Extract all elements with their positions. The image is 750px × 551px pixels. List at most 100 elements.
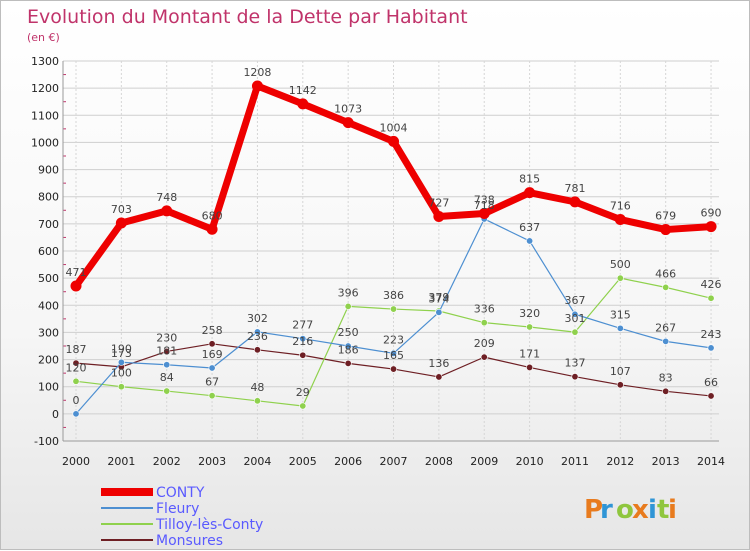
x-tick-label: 2003	[198, 455, 226, 468]
data-label-tilloy-l-s-conty: 301	[564, 312, 585, 325]
data-label-conty: 1004	[380, 121, 408, 134]
logo-letter: i	[668, 495, 677, 525]
data-point-monsures	[526, 363, 534, 371]
data-point-tilloy-l-s-conty	[526, 323, 534, 331]
y-tick-label: 300	[38, 326, 59, 339]
data-label-fleury: 181	[156, 345, 177, 358]
data-point-conty	[161, 205, 173, 217]
data-point-tilloy-l-s-conty	[299, 402, 307, 410]
chart-subtitle: (en €)	[27, 31, 60, 44]
data-label-fleury: 250	[338, 326, 359, 339]
data-point-conty	[206, 223, 218, 235]
logo-letter: i	[648, 495, 657, 525]
data-point-conty	[115, 217, 127, 229]
data-point-conty	[342, 117, 354, 129]
x-tick-label: 2006	[334, 455, 362, 468]
x-tick-label: 2005	[289, 455, 317, 468]
y-tick-label: 1000	[31, 136, 59, 149]
logo-letter: r	[600, 495, 613, 525]
data-label-conty: 815	[519, 173, 540, 186]
data-point-conty	[569, 196, 581, 208]
y-tick-label: 0	[52, 408, 59, 421]
x-tick-label: 2007	[380, 455, 408, 468]
logo-letter: t	[657, 495, 669, 525]
data-point-fleury	[299, 335, 307, 343]
data-label-fleury: 0	[73, 394, 80, 407]
data-point-conty	[478, 208, 490, 220]
data-label-tilloy-l-s-conty: 120	[66, 361, 87, 374]
data-point-conty	[660, 224, 672, 236]
data-label-fleury: 367	[564, 294, 585, 307]
data-label-monsures: 230	[156, 331, 177, 344]
data-point-fleury	[208, 364, 216, 372]
x-tick-label: 2001	[107, 455, 135, 468]
x-tick-label: 2011	[561, 455, 589, 468]
data-label-fleury: 315	[610, 308, 631, 321]
data-point-fleury	[662, 337, 670, 345]
data-label-tilloy-l-s-conty: 67	[205, 376, 219, 389]
y-tick-label: 1300	[31, 55, 59, 68]
data-point-conty	[524, 187, 536, 199]
x-tick-label: 2014	[697, 455, 725, 468]
data-point-fleury	[253, 328, 261, 336]
data-label-fleury: 718	[474, 199, 495, 212]
x-tick-label: 2009	[470, 455, 498, 468]
data-label-conty: 1073	[334, 103, 362, 116]
data-label-conty: 1142	[289, 84, 317, 97]
data-point-monsures	[707, 392, 715, 400]
data-label-monsures: 136	[428, 357, 449, 370]
data-point-fleury	[526, 237, 534, 245]
y-tick-label: 100	[38, 381, 59, 394]
x-tick-label: 2012	[606, 455, 634, 468]
data-label-conty: 727	[428, 197, 449, 210]
data-label-monsures: 187	[66, 343, 87, 356]
data-label-tilloy-l-s-conty: 320	[519, 307, 540, 320]
data-label-fleury: 374	[428, 292, 449, 305]
y-tick-label: 200	[38, 354, 59, 367]
data-label-fleury: 223	[383, 333, 404, 346]
data-point-monsures	[616, 381, 624, 389]
data-label-tilloy-l-s-conty: 29	[296, 386, 310, 399]
data-point-conty	[614, 214, 626, 226]
data-label-tilloy-l-s-conty: 379	[428, 291, 449, 304]
data-label-fleury: 267	[655, 321, 676, 334]
x-tick-label: 2000	[62, 455, 90, 468]
x-tick-label: 2004	[243, 455, 271, 468]
proxiti-logo: Pr ox i ti	[584, 495, 677, 525]
logo-letter: x	[632, 495, 649, 525]
data-point-fleury	[117, 358, 125, 366]
data-label-conty: 716	[610, 200, 631, 213]
data-point-tilloy-l-s-conty	[707, 294, 715, 302]
y-tick-label: -100	[34, 435, 59, 448]
x-tick-label: 2002	[153, 455, 181, 468]
data-point-monsures	[480, 353, 488, 361]
data-point-fleury	[571, 310, 579, 318]
data-label-fleury: 302	[247, 312, 268, 325]
data-point-conty	[705, 221, 717, 233]
data-point-monsures	[72, 359, 80, 367]
data-label-fleury: 277	[292, 319, 313, 332]
data-label-monsures: 173	[111, 347, 132, 360]
data-point-fleury	[390, 349, 398, 357]
chart-title: Evolution du Montant de la Dette par Hab…	[27, 6, 468, 28]
logo-letter: o	[616, 495, 634, 525]
data-label-tilloy-l-s-conty: 426	[701, 278, 722, 291]
data-point-fleury	[344, 342, 352, 350]
data-point-conty	[70, 280, 82, 292]
logo-letter: P	[584, 495, 603, 525]
data-label-conty: 690	[701, 207, 722, 220]
data-label-tilloy-l-s-conty: 100	[111, 367, 132, 380]
data-point-monsures	[163, 347, 171, 355]
data-label-fleury: 637	[519, 221, 540, 234]
y-tick-label: 900	[38, 164, 59, 177]
data-point-fleury	[435, 308, 443, 316]
data-label-monsures: 107	[610, 365, 631, 378]
data-point-monsures	[662, 387, 670, 395]
data-point-conty	[433, 211, 445, 223]
data-point-conty	[297, 98, 309, 110]
data-label-tilloy-l-s-conty: 500	[610, 258, 631, 271]
data-label-tilloy-l-s-conty: 336	[474, 303, 495, 316]
data-point-monsures	[299, 351, 307, 359]
